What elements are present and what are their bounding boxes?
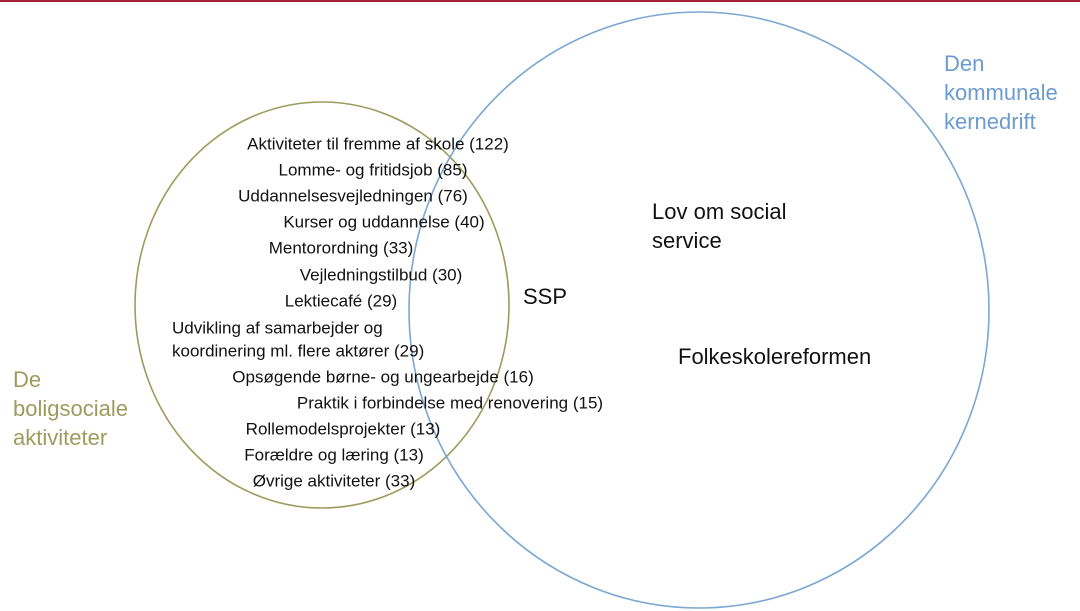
activity-item: Forældre og læring (13): [244, 445, 424, 464]
set-label: Den: [944, 51, 984, 76]
set-label: kernedrift: [944, 109, 1036, 134]
kernedrift-item: Lov om social: [652, 199, 787, 224]
activity-item: Kurser og uddannelse (40): [283, 212, 484, 231]
activity-item: Vejledningstilbud (30): [300, 265, 463, 284]
set-label: boligsociale: [13, 396, 128, 421]
activity-item: Udvikling af samarbejder og: [172, 318, 383, 337]
activity-item: koordinering ml. flere aktører (29): [172, 341, 424, 360]
activity-item: Aktiviteter til fremme af skole (122): [247, 134, 509, 153]
activity-item: Øvrige aktiviteter (33): [253, 471, 416, 490]
activity-item: Mentorordning (33): [269, 238, 414, 257]
activity-item: Rollemodelsprojekter (13): [246, 419, 441, 438]
left-set-ellipse: [134, 101, 510, 509]
activity-item: Praktik i forbindelse med renovering (15…: [297, 393, 603, 412]
kernedrift-item: service: [652, 228, 722, 253]
right-set-ellipse: [408, 11, 990, 609]
kernedrift-item: Folkeskolereformen: [678, 344, 871, 369]
set-label: aktiviteter: [13, 425, 107, 450]
activity-item: Opsøgende børne- og ungearbejde (16): [232, 367, 533, 386]
activity-item: Lektiecafé (29): [285, 291, 397, 310]
set-label: De: [13, 367, 41, 392]
activity-item: Lomme- og fritidsjob (85): [279, 160, 468, 179]
overlap-item: SSP: [523, 284, 567, 309]
top-rule: [0, 0, 1080, 2]
activity-item: Uddannelsesvejledningen (76): [238, 186, 468, 205]
set-label: kommunale: [944, 80, 1058, 105]
